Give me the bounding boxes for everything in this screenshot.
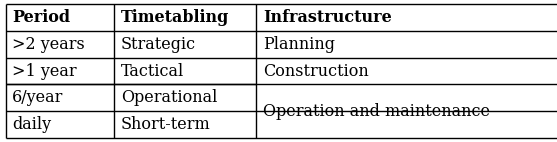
- Text: Timetabling: Timetabling: [121, 9, 229, 26]
- Text: Planning: Planning: [263, 36, 335, 53]
- Text: >1 year: >1 year: [12, 62, 77, 80]
- Text: Strategic: Strategic: [121, 36, 196, 53]
- Text: daily: daily: [12, 116, 51, 133]
- Text: Operational: Operational: [121, 89, 217, 106]
- Text: 6/year: 6/year: [12, 89, 63, 106]
- Text: Tactical: Tactical: [121, 62, 184, 80]
- Text: Operation and maintenance: Operation and maintenance: [263, 103, 490, 120]
- Text: Short-term: Short-term: [121, 116, 211, 133]
- Text: Construction: Construction: [263, 62, 369, 80]
- Text: Period: Period: [12, 9, 70, 26]
- Text: >2 years: >2 years: [12, 36, 85, 53]
- Bar: [256, 83, 557, 85]
- Text: Infrastructure: Infrastructure: [263, 9, 392, 26]
